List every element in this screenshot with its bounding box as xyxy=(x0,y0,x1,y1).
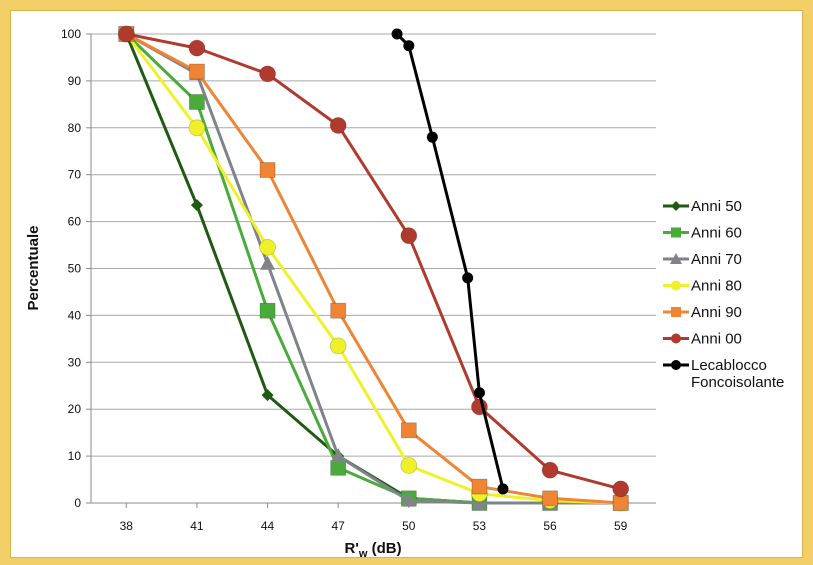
y-tick-label: 10 xyxy=(68,449,82,463)
series-6 xyxy=(117,25,630,498)
data-point xyxy=(189,94,205,110)
data-point xyxy=(330,302,347,319)
data-point xyxy=(261,389,274,402)
series-layer xyxy=(117,25,630,512)
data-point xyxy=(612,480,630,498)
data-point xyxy=(400,227,418,245)
data-point xyxy=(330,448,346,463)
y-tick-label: 20 xyxy=(68,402,82,416)
legend-item-1: Anni 50 xyxy=(663,198,742,215)
data-point xyxy=(117,25,135,43)
y-tick-label: 50 xyxy=(68,262,82,276)
gridlines xyxy=(91,33,656,504)
legend-marker xyxy=(671,333,681,344)
data-point xyxy=(259,65,276,83)
data-point xyxy=(189,63,205,80)
series-line xyxy=(125,32,621,505)
legend-marker xyxy=(671,227,681,238)
series-5 xyxy=(118,26,629,511)
data-point xyxy=(462,272,474,284)
data-point xyxy=(329,337,347,355)
data-point xyxy=(541,461,559,479)
legend-item-6: Anni 00 xyxy=(663,331,742,348)
data-point xyxy=(400,422,417,439)
legend-item-3: Anni 70 xyxy=(663,251,742,268)
data-point xyxy=(400,457,418,474)
data-point xyxy=(391,28,403,40)
legend-label: Anni 60 xyxy=(691,225,742,242)
data-point xyxy=(542,490,558,507)
y-tick-label: 30 xyxy=(68,355,82,369)
x-axis-title: R'w (dB) xyxy=(344,540,401,560)
legend-label: Anni 50 xyxy=(691,198,742,215)
x-tick-label: 56 xyxy=(543,519,557,533)
legend-label: Anni 80 xyxy=(691,278,742,295)
data-point xyxy=(329,117,347,134)
series-7 xyxy=(391,28,509,495)
legend-item-2: Anni 60 xyxy=(663,225,742,242)
y-tick-label: 90 xyxy=(68,74,82,88)
y-tick-label: 60 xyxy=(68,215,82,229)
x-tick-label: 53 xyxy=(473,519,487,533)
y-tick-label: 0 xyxy=(74,496,81,510)
series-line xyxy=(126,32,622,491)
data-point xyxy=(401,492,417,507)
legend-marker xyxy=(671,307,681,317)
legend: Anni 50 Anni 60 Anni 70 Anni 80 Anni 90 Anni … xyxy=(663,198,784,391)
legend-label: Anni 70 xyxy=(691,251,742,268)
data-point xyxy=(190,199,203,212)
legend-label: Anni 00 xyxy=(691,331,742,348)
x-tick-label: 50 xyxy=(402,519,416,533)
data-point xyxy=(259,162,276,178)
legend-label: Foncoisolante xyxy=(691,374,784,391)
y-tick-label: 70 xyxy=(68,168,82,182)
data-point xyxy=(471,495,487,509)
data-point xyxy=(426,131,438,143)
x-tick-label: 44 xyxy=(261,519,275,533)
data-point xyxy=(403,40,415,52)
data-point xyxy=(188,119,206,137)
x-tick-label: 47 xyxy=(332,519,346,533)
data-point xyxy=(260,255,276,270)
series-line xyxy=(125,32,621,505)
legend-label: Lecablocco xyxy=(691,357,767,374)
y-tick-label: 100 xyxy=(61,27,81,41)
data-point xyxy=(259,238,276,256)
legend-marker xyxy=(670,253,682,264)
legend-marker xyxy=(671,201,681,211)
legend-marker xyxy=(671,360,681,370)
series-line xyxy=(395,32,505,490)
data-point xyxy=(497,483,509,495)
legend-item-5: Anni 90 xyxy=(663,304,742,321)
x-tick-label: 41 xyxy=(190,519,204,533)
axes: 0 10 20 30 40 50 60 70 80 90 100 38 41 44 47 50 53 56 59 xyxy=(61,27,628,533)
y-axis-title: Percentuale xyxy=(25,225,42,310)
data-point xyxy=(330,459,347,476)
legend-marker xyxy=(671,280,681,291)
y-tick-label: 80 xyxy=(68,121,82,135)
legend-label: Anni 90 xyxy=(691,304,742,321)
x-tick-label: 59 xyxy=(614,519,628,533)
data-point xyxy=(612,495,629,511)
data-point xyxy=(259,302,276,319)
legend-item-4: Anni 80 xyxy=(663,278,742,295)
data-point xyxy=(188,39,206,57)
x-tick-label: 38 xyxy=(120,519,134,533)
data-point xyxy=(473,387,485,399)
series-line xyxy=(125,33,621,505)
data-point xyxy=(471,478,488,495)
y-tick-label: 40 xyxy=(68,308,82,322)
